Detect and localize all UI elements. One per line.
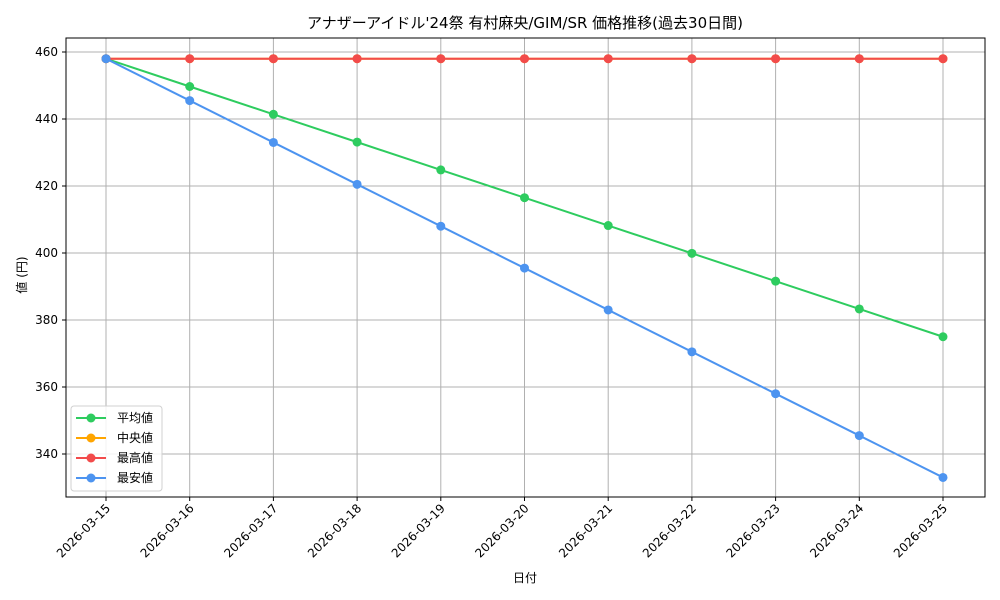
- data-point: [520, 263, 529, 273]
- series-line: [101, 54, 948, 64]
- data-point: [352, 179, 362, 189]
- data-point: [185, 82, 195, 92]
- data-point: [771, 389, 781, 399]
- svg-text:平均値: 平均値: [117, 410, 153, 425]
- data-point: [352, 54, 362, 64]
- data-point: [687, 347, 697, 357]
- data-point: [436, 54, 446, 64]
- x-axis-ticks: 2026-03-15 2026-03-16 2026-03-17 2026-03-18…: [54, 497, 950, 560]
- x-tick-label: 2026-03-15: [54, 501, 113, 560]
- x-tick-label: 2026-03-20: [472, 501, 531, 560]
- y-tick-label: 420: [35, 179, 58, 193]
- x-axis-label: 日付: [513, 571, 537, 585]
- data-series: [101, 54, 948, 482]
- legend-item: 最安値: [76, 470, 153, 485]
- y-tick-label: 400: [35, 246, 58, 260]
- data-point: [687, 248, 697, 258]
- legend-item: 中央値: [76, 430, 153, 445]
- x-tick-label: 2026-03-19: [389, 501, 448, 560]
- legend-item: 平均値: [76, 410, 153, 425]
- x-tick-label: 2026-03-22: [640, 501, 699, 560]
- data-point: [436, 221, 446, 231]
- x-tick-label: 2026-03-17: [221, 501, 280, 560]
- data-point: [603, 305, 613, 315]
- data-point: [268, 109, 278, 119]
- y-axis-ticks: 340 360 380 400 420 440 460: [35, 45, 66, 461]
- svg-text:最高値: 最高値: [117, 450, 153, 465]
- y-tick-label: 440: [35, 112, 58, 126]
- data-point: [603, 54, 613, 64]
- svg-text:最安値: 最安値: [117, 470, 153, 485]
- y-tick-label: 380: [35, 313, 58, 327]
- y-tick-label: 360: [35, 380, 58, 394]
- y-tick-label: 460: [35, 45, 58, 59]
- x-tick-label: 2026-03-24: [807, 501, 866, 560]
- data-point: [268, 137, 278, 147]
- data-point: [854, 304, 864, 314]
- data-point: [101, 54, 111, 64]
- svg-text:中央値: 中央値: [117, 430, 153, 445]
- data-point: [520, 193, 529, 203]
- data-point: [854, 54, 864, 64]
- data-point: [938, 332, 948, 342]
- x-tick-label: 2026-03-23: [724, 501, 783, 560]
- data-point: [687, 54, 697, 64]
- data-point: [938, 54, 948, 64]
- data-point: [352, 137, 362, 147]
- legend-item: 最高値: [76, 450, 153, 465]
- x-tick-label: 2026-03-18: [305, 501, 364, 560]
- series-line: [101, 54, 948, 482]
- data-point: [771, 54, 781, 64]
- data-point: [771, 276, 781, 286]
- x-tick-label: 2026-03-16: [138, 501, 197, 560]
- x-tick-label: 2026-03-21: [556, 501, 615, 560]
- data-point: [185, 54, 195, 64]
- data-point: [854, 431, 864, 441]
- data-point: [436, 165, 446, 175]
- data-point: [520, 54, 529, 64]
- data-point: [938, 472, 948, 482]
- data-point: [603, 221, 613, 231]
- data-point: [268, 54, 278, 64]
- y-axis-label: 値 (円): [14, 256, 29, 293]
- y-tick-label: 340: [35, 447, 58, 461]
- legend-box: [70, 405, 163, 492]
- data-point: [185, 96, 195, 106]
- chart-title: アナザーアイドル'24祭 有村麻央/GIM/SR 価格推移(過去30日間): [307, 14, 743, 32]
- x-tick-label: 2026-03-25: [891, 501, 950, 560]
- plot-area-frame: [65, 37, 986, 498]
